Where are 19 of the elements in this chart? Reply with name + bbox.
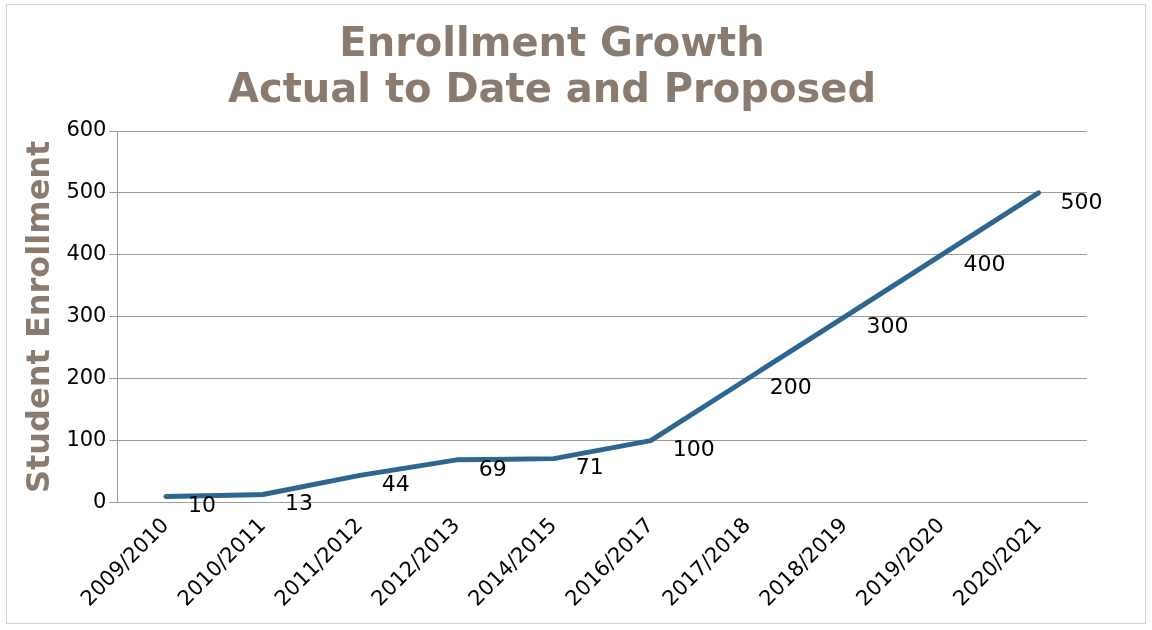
y-axis-title: Student Enrollment [18,140,57,494]
y-tick-label: 500 [66,179,107,204]
data-label: 71 [575,454,604,480]
data-label: 69 [478,455,507,481]
data-label: 100 [672,436,715,462]
data-label: 300 [866,312,909,338]
data-label: 44 [381,471,410,497]
chart-title: Enrollment Growth Actual to Date and Proposed [227,19,877,112]
y-tick-label: 400 [66,241,107,266]
y-tick-label: 0 [93,489,107,514]
y-tick-label: 300 [66,303,107,328]
y-tick-label: 200 [66,365,107,390]
data-label: 13 [284,490,313,516]
data-label: 10 [187,492,216,518]
data-label: 200 [769,374,812,400]
y-tick-label: 600 [66,117,107,142]
data-label: 500 [1060,188,1103,214]
data-label: 400 [963,250,1006,276]
y-tick-label: 100 [66,427,107,452]
